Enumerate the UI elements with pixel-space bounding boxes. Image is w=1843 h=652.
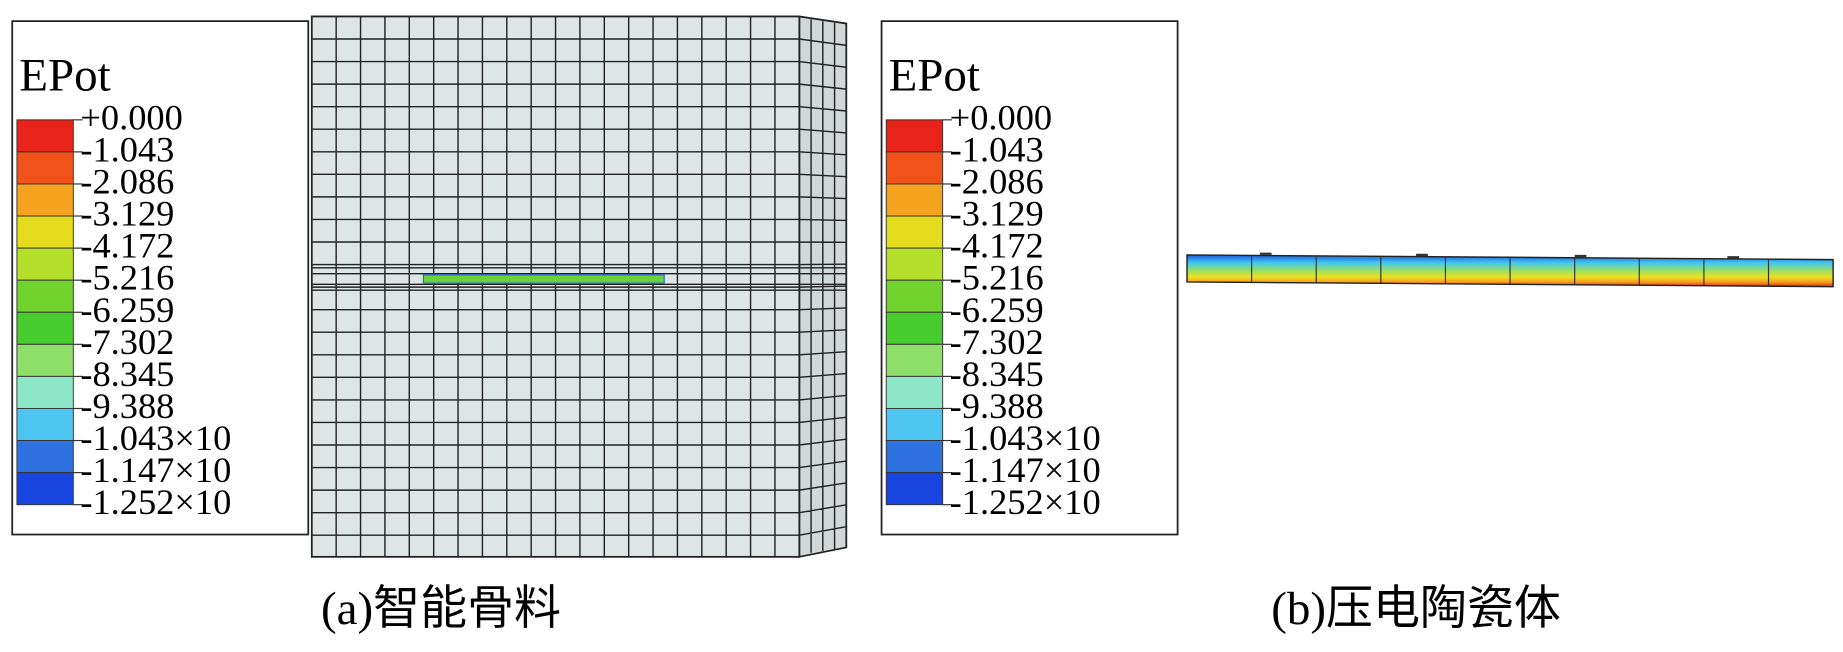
color-band [16,183,74,217]
color-band [885,343,944,377]
color-band [16,472,74,506]
legend-label: -1.252×10 [80,482,231,522]
legend-label: -1.043 [80,129,174,169]
pzt-strip [1186,252,1834,288]
legend-label: -1.147×10 [950,450,1101,490]
caption: (a)智能骨料 [321,583,561,635]
legend-label: -7.302 [80,322,174,362]
legend-label: -3.129 [80,194,174,234]
legend-label: -6.259 [950,290,1044,330]
legend-label: -4.172 [950,226,1044,266]
color-band [885,407,944,442]
legend-label: +0.000 [950,97,1052,137]
color-band [16,407,74,442]
color-band [16,375,74,409]
mesh-block [310,15,848,558]
color-band [16,311,74,345]
color-band [16,343,74,377]
legend-label: -2.086 [950,162,1044,202]
legend: EPot+0.000-1.043-2.086-3.129-4.172-5.216… [880,20,1179,536]
color-band [16,119,74,153]
legend-label: -1.252×10 [950,482,1101,522]
legend-label: -8.345 [950,354,1044,394]
color-band [885,375,944,409]
legend: EPot+0.000-1.043-2.086-3.129-4.172-5.216… [11,20,310,536]
color-band [16,279,74,313]
interface-lines [311,267,847,291]
pzt-divisions [1251,255,1770,287]
legend-label: -4.172 [80,226,174,266]
legend-label: -6.259 [80,290,174,330]
color-band [885,151,944,185]
mesh-lines [311,15,847,557]
color-band [16,215,74,249]
color-band [885,311,944,345]
legend-title: EPot [19,50,110,102]
color-band [16,247,74,281]
legend-label: -5.216 [80,258,174,298]
legend-label: -3.129 [950,194,1044,234]
color-band [16,151,74,185]
color-band [885,472,944,506]
color-band [16,440,74,474]
legend-label: -8.345 [80,354,174,394]
legend-label: -1.147×10 [80,450,231,490]
pzt-in-block [422,274,665,284]
legend-label: -9.388 [80,386,174,426]
legend-label: -1.043×10 [80,418,231,458]
legend-label: -7.302 [950,322,1044,362]
legend-label: -1.043 [950,129,1044,169]
color-band [885,183,944,217]
color-band [885,279,944,313]
pzt-electrodes [1259,252,1740,259]
legend-label: -9.388 [950,386,1044,426]
color-band [885,247,944,281]
color-band [885,440,944,474]
legend-label: -5.216 [950,258,1044,298]
legend-title: EPot [889,50,980,102]
legend-label: -1.043×10 [950,418,1101,458]
color-band [885,119,944,153]
legend-label: -2.086 [80,162,174,202]
legend-label: +0.000 [80,97,182,137]
color-band [885,215,944,249]
caption: (b)压电陶瓷体 [1271,583,1561,635]
